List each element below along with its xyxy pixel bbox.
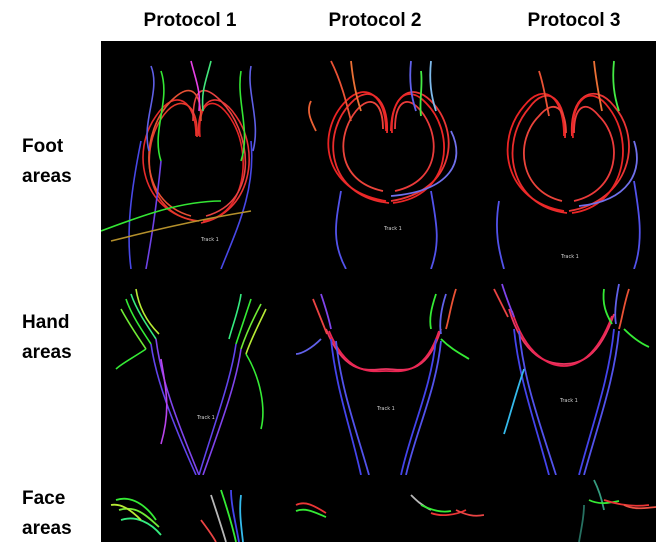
tractography-image [578, 479, 656, 542]
tractography-image [110, 489, 244, 542]
row-header-face-areas: Face areas [22, 484, 98, 544]
tractography-image [295, 288, 470, 475]
panel-foot-protocol-2: Track 1 [291, 41, 484, 269]
row-header-line2: areas [22, 166, 72, 187]
tractography-image [115, 288, 267, 475]
panel-hand-protocol-2: Track 1 [291, 269, 484, 475]
column-header-protocol-2: Protocol 2 [328, 10, 422, 31]
panel-face-protocol-3 [484, 475, 656, 542]
row-header-line1: Foot [22, 136, 64, 157]
track-label: Track 1 [560, 398, 578, 404]
tractography-image [295, 494, 484, 518]
track-label: Track 1 [561, 254, 579, 260]
panel-face-protocol-1 [101, 475, 291, 542]
column-header-protocol-1: Protocol 1 [143, 10, 237, 31]
panel-face-protocol-2 [291, 475, 484, 542]
track-label: Track 1 [201, 237, 219, 243]
row-header-line2: areas [22, 518, 72, 539]
row-header-line1: Face [22, 488, 66, 509]
row-header-line2: areas [22, 342, 72, 363]
track-label: Track 1 [384, 226, 402, 232]
tractography-image [308, 60, 458, 269]
row-header-foot-areas: Foot areas [22, 132, 98, 192]
tractography-image [493, 283, 650, 475]
panel-foot-protocol-3: Track 1 [484, 41, 656, 269]
column-header-protocol-3: Protocol 3 [527, 10, 621, 31]
panel-hand-protocol-3: Track 1 [484, 269, 656, 475]
row-header-line1: Hand [22, 312, 70, 333]
panel-hand-protocol-1: Track 1 [101, 269, 291, 475]
tractography-image [101, 60, 257, 269]
row-header-hand-areas: Hand areas [22, 308, 98, 368]
tractography-image [496, 60, 641, 269]
track-label: Track 1 [377, 406, 395, 412]
track-label: Track 1 [197, 415, 215, 421]
panel-foot-protocol-1: Track 1 [101, 41, 291, 269]
